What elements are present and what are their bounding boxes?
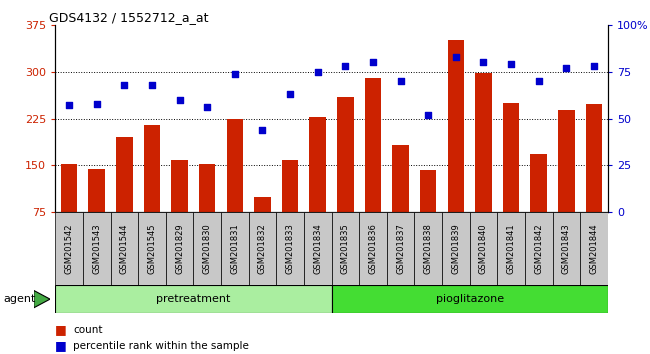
Text: GSM201844: GSM201844 bbox=[590, 223, 599, 274]
Point bbox=[202, 104, 213, 110]
Bar bbox=[281, 160, 298, 259]
Point bbox=[423, 112, 434, 118]
Text: GSM201832: GSM201832 bbox=[258, 223, 267, 274]
Text: GSM201545: GSM201545 bbox=[148, 223, 157, 274]
Point bbox=[119, 82, 129, 88]
Text: GSM201840: GSM201840 bbox=[479, 223, 488, 274]
Text: GSM201834: GSM201834 bbox=[313, 223, 322, 274]
Bar bbox=[276, 212, 304, 285]
Bar bbox=[248, 212, 276, 285]
Bar bbox=[83, 212, 111, 285]
Text: pioglitazone: pioglitazone bbox=[436, 294, 504, 304]
Bar bbox=[475, 73, 491, 259]
Point bbox=[92, 101, 102, 107]
Bar bbox=[580, 212, 608, 285]
Bar bbox=[254, 197, 271, 259]
Text: GSM201838: GSM201838 bbox=[424, 223, 433, 274]
Text: count: count bbox=[73, 325, 103, 335]
Bar bbox=[392, 145, 409, 259]
Text: GSM201839: GSM201839 bbox=[451, 223, 460, 274]
Text: GSM201836: GSM201836 bbox=[369, 223, 378, 274]
Bar bbox=[138, 212, 166, 285]
Bar bbox=[221, 212, 248, 285]
Bar bbox=[420, 171, 437, 259]
Bar bbox=[111, 212, 138, 285]
Point bbox=[340, 63, 350, 69]
Point bbox=[147, 82, 157, 88]
Text: GSM201835: GSM201835 bbox=[341, 223, 350, 274]
Text: GSM201843: GSM201843 bbox=[562, 223, 571, 274]
Bar bbox=[332, 285, 608, 313]
Text: GSM201841: GSM201841 bbox=[506, 223, 515, 274]
Bar bbox=[309, 117, 326, 259]
Text: percentile rank within the sample: percentile rank within the sample bbox=[73, 341, 250, 351]
Bar bbox=[55, 285, 332, 313]
Point bbox=[285, 91, 295, 97]
Bar bbox=[503, 103, 519, 259]
Bar bbox=[116, 137, 133, 259]
Bar bbox=[415, 212, 442, 285]
Bar bbox=[55, 212, 83, 285]
Bar bbox=[88, 169, 105, 259]
Text: GSM201542: GSM201542 bbox=[64, 223, 73, 274]
Text: pretreatment: pretreatment bbox=[156, 294, 231, 304]
Text: GSM201543: GSM201543 bbox=[92, 223, 101, 274]
Bar bbox=[337, 97, 354, 259]
Point bbox=[561, 65, 571, 71]
Bar bbox=[530, 154, 547, 259]
Point bbox=[478, 59, 489, 65]
Bar bbox=[144, 125, 161, 259]
Bar bbox=[365, 78, 381, 259]
Point bbox=[313, 69, 323, 74]
Bar bbox=[558, 110, 575, 259]
Text: GSM201829: GSM201829 bbox=[175, 223, 184, 274]
Point bbox=[64, 103, 74, 108]
Bar bbox=[469, 212, 497, 285]
Bar bbox=[387, 212, 415, 285]
Bar bbox=[442, 212, 469, 285]
Point bbox=[506, 61, 516, 67]
Bar bbox=[61, 164, 77, 259]
Bar bbox=[586, 104, 602, 259]
Point bbox=[257, 127, 268, 133]
Bar bbox=[332, 212, 359, 285]
Point bbox=[395, 78, 406, 84]
Text: agent: agent bbox=[3, 294, 36, 304]
Point bbox=[368, 59, 378, 65]
Point bbox=[229, 71, 240, 76]
Bar bbox=[525, 212, 552, 285]
Bar bbox=[166, 212, 194, 285]
Text: GSM201842: GSM201842 bbox=[534, 223, 543, 274]
Bar bbox=[194, 212, 221, 285]
Bar bbox=[552, 212, 580, 285]
Text: GSM201830: GSM201830 bbox=[203, 223, 212, 274]
Bar bbox=[304, 212, 332, 285]
Point bbox=[589, 63, 599, 69]
Bar bbox=[359, 212, 387, 285]
Text: GSM201833: GSM201833 bbox=[285, 223, 294, 274]
Text: GSM201837: GSM201837 bbox=[396, 223, 405, 274]
Text: GSM201544: GSM201544 bbox=[120, 223, 129, 274]
Point bbox=[534, 78, 544, 84]
Bar bbox=[497, 212, 525, 285]
Point bbox=[450, 54, 461, 59]
Point bbox=[174, 97, 185, 103]
Polygon shape bbox=[34, 290, 50, 308]
Text: GSM201831: GSM201831 bbox=[230, 223, 239, 274]
Text: ■: ■ bbox=[55, 323, 67, 336]
Bar bbox=[199, 164, 216, 259]
Bar bbox=[172, 160, 188, 259]
Bar bbox=[227, 119, 243, 259]
Text: GDS4132 / 1552712_a_at: GDS4132 / 1552712_a_at bbox=[49, 11, 208, 24]
Text: ■: ■ bbox=[55, 339, 67, 352]
Bar bbox=[447, 40, 464, 259]
